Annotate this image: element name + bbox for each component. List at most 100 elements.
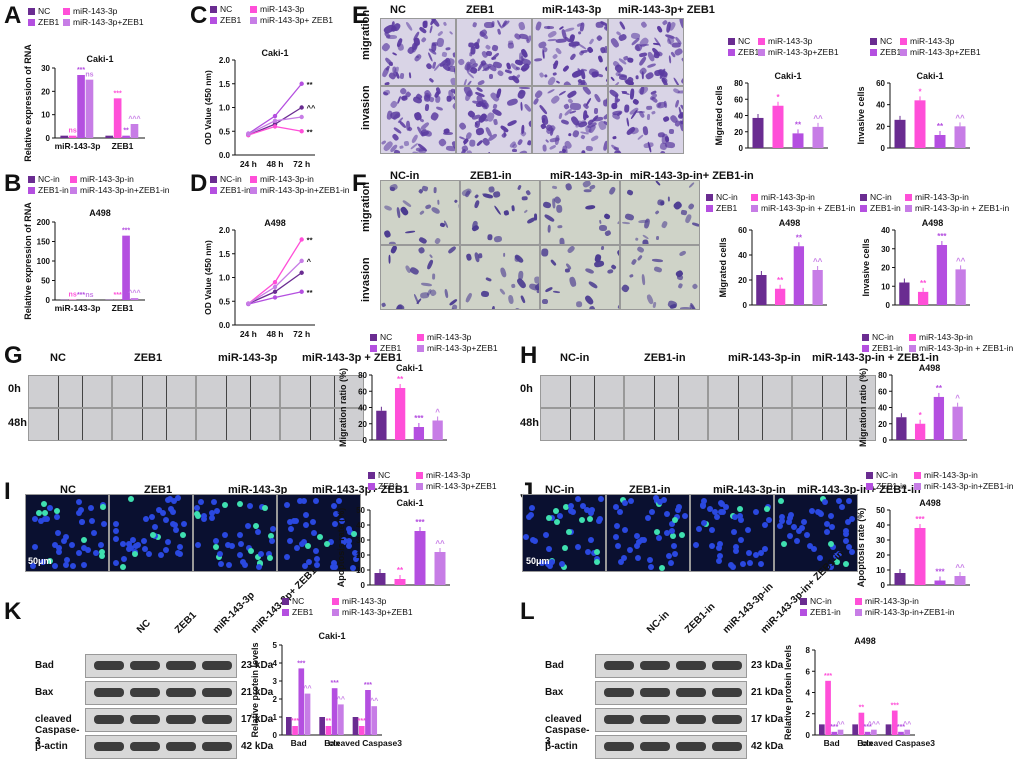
chart-j-tick-label: 0 [881,581,886,590]
legend-h-entry: miR-143-3p-in + ZEB1-in [919,343,1014,353]
chart-l-tick-label: 6 [806,667,811,676]
chart-i-bar [434,552,446,585]
wound-image-h [708,375,792,408]
blot-k-kda-label: 42 kDa [241,741,274,752]
chart-e-invasive-tick-label: 60 [876,79,885,88]
panel-label-b: B [4,170,22,197]
panel-label-f: F [352,170,367,197]
chart-b-title: A498 [89,208,111,218]
chart-g-tick-label: 0 [363,436,368,445]
legend-h-entry: NC-in [872,332,894,342]
chart-k-bar [365,690,371,735]
chart-i-title: Caki-1 [396,498,423,508]
chart-b-sig: ns [69,292,77,299]
chart-k-sig: *** [364,682,372,689]
chart-j-tick-label: 20 [876,551,885,560]
chart-l-bar [819,724,825,735]
column-label-f: NC-in [390,170,420,182]
legend-f1-entry: miR-143-3p-in + ZEB1-in [761,203,856,213]
wound-image-g [28,375,112,408]
chart-b-category: miR-143-3p [55,303,101,313]
micrograph-f [540,180,620,245]
chart-j-tick-label: 50 [876,506,885,515]
legend-k-swatch [332,598,339,605]
micrograph-e [532,18,608,86]
legend-k-entry: miR-143-3p [342,596,387,606]
wound-image-h [540,375,624,408]
legend-d-swatch [210,187,217,194]
chart-c-tick-label: 0.5 [219,127,231,136]
wound-image-g [196,408,280,441]
chart-a-tick-label: 30 [41,64,50,73]
legend-f2-swatch [860,194,867,201]
chart-j-sig: *** [935,568,945,577]
legend-l-entry: NC-in [810,596,832,606]
chart-e-invasive-tick-label: 40 [876,101,885,110]
legend-i-swatch [368,483,375,490]
row-label-h: 48h [520,417,539,429]
chart-c-tick-label: 1.0 [219,104,231,113]
legend-i-swatch [416,483,423,490]
chart-k-bar [331,688,338,735]
chart-e-migrated-tick-label: 40 [734,112,743,121]
legend-j-entry: miR-143-3p-in+ZEB1-in [924,481,1014,491]
legend-e1-entry: ZEB1 [738,47,760,57]
chart-k-bar [304,693,311,735]
chart-b-category: ZEB1 [112,303,134,313]
chart-e-migrated-sig: ^^ [813,114,823,123]
legend-h-entry: ZEB1-in [872,343,903,353]
legend-l-entry: miR-143-3p-in+ZEB1-in [865,607,955,617]
row-label-g: 0h [8,383,21,395]
chart-a-bar [130,124,139,138]
legend-e1-swatch [758,38,765,45]
micrograph-f [620,245,700,310]
blot-k-blot-strip [85,708,237,732]
blot-k-blot-strip [85,654,237,678]
chart-b-ylabel: Relative expression of RNA [23,202,33,320]
chart-b-sig: *** [77,292,85,299]
chart-f-invasive-tick-label: 10 [881,282,890,291]
blot-k-blot-strip [85,681,237,705]
chart-c-point [299,114,304,120]
chart-e-invasive-sig: ^^ [955,113,965,122]
chart-g-ylabel: Migration ratio (%) [338,368,348,447]
blot-k-band-label: cleaved Caspase-3 [35,714,80,747]
blot-k-kda-label: 21 kDa [241,687,274,698]
wound-image-g [112,408,196,441]
micrograph-f [380,245,460,310]
micrograph-e [456,18,532,86]
chart-i-bar [394,579,406,585]
chart-i-sig: *** [415,518,425,527]
chart-b-sig: ^^^ [128,289,140,297]
legend-e1-entry: miR-143-3p+ZEB1 [768,47,839,57]
legend-e1-entry: NC [738,36,750,46]
panel-label-c: C [190,2,208,29]
chart-h-tick-label: 0 [883,436,888,445]
legend-c-entry: miR-143-3p+ ZEB1 [260,15,333,25]
chart-g-tick-label: 40 [358,404,367,413]
chart-d-sig: ^ [307,257,312,266]
chart-b-tick-label: 100 [37,257,51,266]
chart-c-tick-label: 1.5 [219,80,231,89]
chart-d-point [246,301,251,306]
panel-label-i: I [4,478,11,505]
legend-d-entry: miR-143-3p-in+ZEB1-in [260,185,350,195]
micrograph-e [608,18,684,86]
chart-l-bar [831,731,838,735]
chart-j-tick-label: 10 [876,566,885,575]
legend-l-swatch [800,609,807,616]
legend-e2-entry: miR-143-3p+ZEB1 [910,47,981,57]
wound-image-g [280,408,364,441]
chart-e-migrated-tick-label: 0 [739,144,744,153]
chart-d-tick-label: 1.5 [219,250,231,259]
chart-f-invasive-bar [899,282,910,305]
chart-g-tick-label: 20 [358,420,367,429]
micrograph-f [620,180,700,245]
wound-image-g [196,375,280,408]
chart-k-bar [292,726,298,735]
chart-a-bar [68,135,77,138]
chart-k-category: Bad [291,738,307,748]
chart-c-title: Caki-1 [261,48,288,58]
legend-i-entry: ZEB1 [378,481,400,491]
legend-f2-entry: ZEB1-in [870,203,901,213]
